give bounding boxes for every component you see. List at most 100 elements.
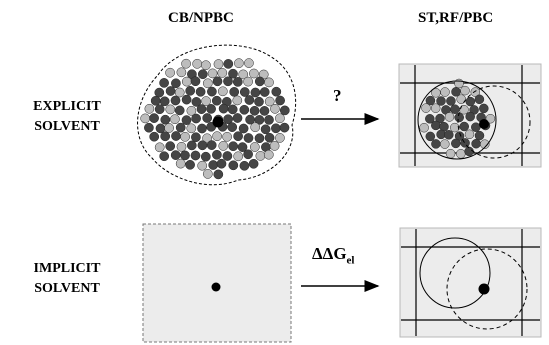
solvent-molecule: [471, 138, 481, 149]
solvent-molecule: [180, 131, 190, 142]
solvent-molecule: [227, 122, 238, 132]
solvent-molecule: [207, 86, 217, 97]
solvent-molecule: [421, 103, 431, 113]
solvent-molecule: [160, 114, 171, 125]
solvent-molecule: [444, 130, 454, 140]
solvent-molecule: [450, 122, 460, 133]
solvent-molecule: [259, 106, 270, 116]
solvent-molecule: [228, 160, 239, 171]
solvent-molecule: [244, 95, 255, 105]
ion-implicit-left: [211, 282, 221, 292]
delta-delta-g-subscript: el: [346, 254, 355, 267]
solvent-molecule: [223, 59, 234, 69]
solvent-molecule: [197, 123, 207, 134]
solvent-molecule: [480, 139, 490, 149]
solvent-molecule: [425, 95, 436, 106]
solvent-molecule: [218, 103, 229, 114]
solvent-molecule: [248, 158, 259, 169]
solvent-molecule: [228, 141, 239, 152]
solvent-molecule: [186, 105, 197, 116]
solvent-molecule: [206, 104, 216, 114]
solvent-molecule: [200, 151, 211, 162]
solvent-molecule: [211, 95, 222, 106]
solvent-molecule: [154, 104, 165, 115]
solvent-molecule: [244, 58, 254, 68]
solvent-molecule: [232, 77, 243, 87]
solvent-molecule: [208, 160, 219, 170]
solvent-molecule: [264, 115, 274, 125]
solvent-molecule: [202, 78, 213, 89]
solvent-molecule: [149, 131, 160, 142]
header-st-rf-pbc: ST,RF/PBC: [418, 10, 494, 26]
solvent-molecule: [419, 122, 429, 133]
solvent-molecule: [254, 76, 265, 87]
label-implicit-solvent: IMPLICIT SOLVENT: [12, 259, 122, 299]
solvent-molecule: [464, 129, 475, 140]
solvent-molecule: [270, 103, 280, 114]
solvent-molecule: [140, 113, 151, 124]
solvent-molecule: [474, 130, 485, 141]
solvent-molecule: [271, 123, 281, 134]
solvent-molecule: [450, 104, 460, 114]
explicit-solvent-cluster: [137, 44, 297, 186]
solvent-molecule: [150, 95, 161, 106]
solvent-molecule: [170, 150, 181, 160]
solvent-molecule: [202, 113, 213, 123]
solvent-molecule: [154, 87, 165, 98]
solvent-molecule: [185, 85, 196, 96]
solvent-molecule: [465, 96, 476, 107]
label-solvent-1: SOLVENT: [34, 119, 100, 134]
solvent-molecule: [191, 132, 201, 143]
solvent-molecule: [202, 169, 213, 179]
solvent-molecule: [176, 67, 187, 78]
cutoff-sphere-solid: [417, 80, 497, 160]
cutoff-sphere-dashed: [446, 248, 528, 330]
solvent-molecule: [165, 86, 176, 96]
solvent-molecule: [445, 148, 456, 159]
solvent-molecule: [191, 113, 201, 124]
ion-explicit-right: [479, 119, 489, 129]
solvent-molecule: [279, 105, 290, 116]
solvent-molecule: [436, 96, 446, 106]
label-implicit: IMPLICIT: [33, 261, 101, 276]
solvent-molecule: [259, 87, 270, 97]
solvent-molecule: [159, 78, 169, 88]
solvent-molecule: [197, 140, 208, 151]
solvent-molecule: [471, 122, 481, 132]
ion-implicit-right: [478, 283, 490, 295]
cutoff-sphere-solid: [419, 237, 491, 309]
solvent-molecule: [165, 67, 175, 78]
solvent-molecule: [212, 149, 222, 160]
solvent-molecule: [165, 104, 176, 115]
solvent-molecule: [459, 104, 469, 115]
solvent-molecule: [260, 124, 271, 135]
delta-delta-g-main: ΔΔG: [312, 244, 347, 263]
solvent-molecule: [160, 131, 171, 142]
solvent-molecule: [250, 122, 261, 133]
solvent-molecule: [213, 169, 224, 180]
solvent-molecule: [229, 87, 240, 97]
solvent-molecule: [159, 151, 170, 162]
solvent-molecule: [275, 133, 285, 143]
solvent-molecule: [271, 86, 282, 97]
solvent-molecule: [217, 86, 228, 97]
solvent-molecule: [264, 132, 275, 143]
label-explicit-solvent: EXPLICIT SOLVENT: [12, 97, 122, 137]
solvent-molecule: [243, 76, 253, 87]
solvent-molecules-right: [419, 78, 496, 159]
solvent-molecule: [234, 58, 244, 69]
solvent-molecule: [195, 86, 206, 97]
solvent-molecule: [190, 76, 201, 87]
solvent-molecule: [181, 76, 192, 87]
solvent-molecule: [155, 123, 166, 134]
solvent-molecule: [186, 140, 197, 151]
solvent-molecule: [239, 160, 250, 171]
question-mark-label: ?: [333, 86, 342, 105]
solvent-molecule: [238, 123, 249, 134]
periodic-box-implicit: [399, 227, 542, 338]
solvent-molecule: [192, 58, 203, 69]
solvent-molecule: [212, 76, 223, 87]
solvent-molecule: [239, 87, 250, 97]
solvent-molecule: [222, 151, 233, 161]
solvent-molecule: [171, 131, 181, 141]
